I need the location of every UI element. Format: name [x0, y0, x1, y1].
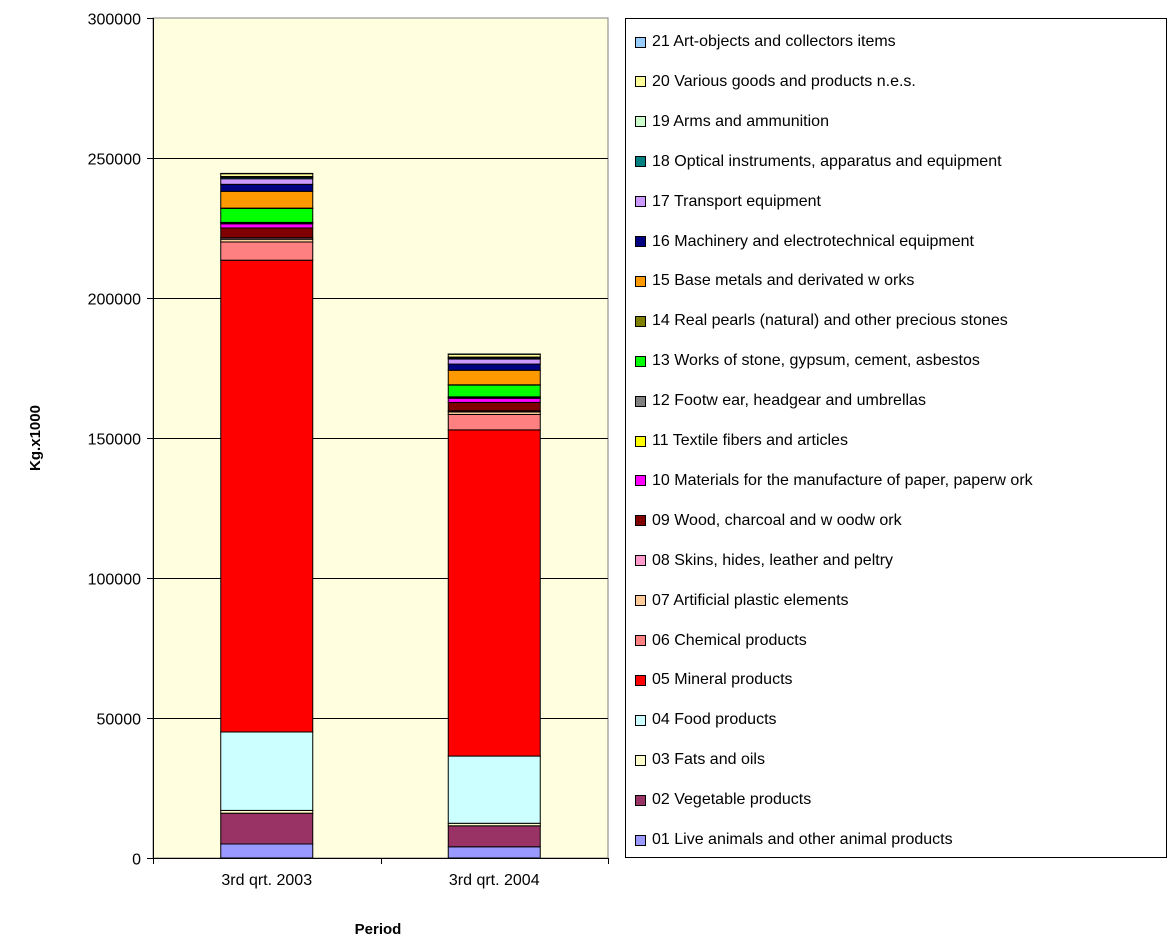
legend-swatch: [635, 835, 646, 846]
legend-item: 15 Base metals and derivated w orks: [635, 271, 914, 291]
legend-item: 17 Transport equipment: [635, 192, 821, 212]
legend-item: 03 Fats and oils: [635, 750, 765, 770]
x-axis-title: Period: [355, 921, 402, 938]
legend-item: 10 Materials for the manufacture of pape…: [635, 471, 1033, 491]
legend-swatch: [635, 196, 646, 207]
y-tick-label: 50000: [97, 712, 142, 729]
legend-swatch: [635, 156, 646, 167]
bar-segment: [448, 398, 540, 402]
legend-item: 16 Machinery and electrotechnical equipm…: [635, 232, 974, 252]
bar-segment: [221, 184, 313, 191]
legend-item: 11 Textile fibers and articles: [635, 431, 848, 451]
bar-segment: [221, 732, 313, 810]
bar-segment: [448, 756, 540, 823]
bar-segment: [221, 179, 313, 185]
y-tick-label: 250000: [88, 152, 141, 169]
bar-segment: [448, 364, 540, 370]
legend-label: 21 Art-objects and collectors items: [652, 33, 896, 51]
legend-swatch: [635, 236, 646, 247]
bar-segment: [448, 385, 540, 397]
legend-item: 18 Optical instruments, apparatus and eq…: [635, 152, 1002, 172]
legend-item: 07 Artificial plastic elements: [635, 591, 849, 611]
legend-item: 20 Various goods and products n.e.s.: [635, 72, 916, 92]
legend-item: 02 Vegetable products: [635, 790, 811, 810]
legend-swatch: [635, 37, 646, 48]
legend-swatch: [635, 715, 646, 726]
legend-label: 15 Base metals and derivated w orks: [652, 272, 914, 290]
legend-label: 02 Vegetable products: [652, 791, 811, 809]
legend-item: 19 Arms and ammunition: [635, 112, 829, 132]
bar-segment: [221, 191, 313, 208]
legend-swatch: [635, 356, 646, 367]
legend-item: 21 Art-objects and collectors items: [635, 32, 896, 52]
legend-label: 20 Various goods and products n.e.s.: [652, 73, 916, 91]
chart-legend: 21 Art-objects and collectors items 20 Va…: [625, 18, 1167, 858]
legend-swatch: [635, 316, 646, 327]
bar-segment: [448, 402, 540, 410]
legend-item: 14 Real pearls (natural) and other preci…: [635, 311, 1008, 331]
legend-label: 10 Materials for the manufacture of pape…: [652, 472, 1033, 490]
y-tick-label: 100000: [88, 572, 141, 589]
legend-label: 13 Works of stone, gypsum, cement, asbes…: [652, 352, 980, 370]
x-tick-label: 3rd qrt. 2003: [221, 872, 312, 889]
x-tick-label: 3rd qrt. 2004: [449, 872, 540, 889]
legend-label: 01 Live animals and other animal product…: [652, 831, 953, 849]
bar-segment: [448, 359, 540, 364]
legend-swatch: [635, 276, 646, 287]
bar-segment: [221, 813, 313, 844]
legend-swatch: [635, 675, 646, 686]
bar-segment: [448, 370, 540, 385]
y-tick-label: 150000: [88, 432, 141, 449]
legend-label: 08 Skins, hides, leather and peltry: [652, 552, 893, 570]
legend-swatch: [635, 515, 646, 526]
legend-label: 11 Textile fibers and articles: [652, 432, 848, 450]
y-tick-label: 0: [132, 852, 141, 869]
legend-label: 16 Machinery and electrotechnical equipm…: [652, 233, 974, 251]
bar-segment: [448, 414, 540, 429]
legend-swatch: [635, 635, 646, 646]
y-axis-title: Kg.x1000: [27, 405, 44, 471]
legend-swatch: [635, 795, 646, 806]
legend-label: 04 Food products: [652, 711, 777, 729]
legend-swatch: [635, 595, 646, 606]
legend-swatch: [635, 475, 646, 486]
bar-segment: [221, 208, 313, 222]
legend-label: 05 Mineral products: [652, 671, 793, 689]
legend-swatch: [635, 76, 646, 87]
legend-item: 08 Skins, hides, leather and peltry: [635, 551, 893, 571]
bar-segment: [448, 430, 540, 756]
legend-swatch: [635, 396, 646, 407]
bar-segment: [221, 224, 313, 228]
legend-item: 12 Footw ear, headgear and umbrellas: [635, 391, 926, 411]
legend-item: 04 Food products: [635, 710, 777, 730]
bar-segment: [221, 260, 313, 732]
legend-label: 12 Footw ear, headgear and umbrellas: [652, 392, 926, 410]
legend-swatch: [635, 436, 646, 447]
legend-item: 09 Wood, charcoal and w oodw ork: [635, 511, 902, 531]
legend-item: 06 Chemical products: [635, 631, 807, 651]
legend-swatch: [635, 116, 646, 127]
legend-label: 14 Real pearls (natural) and other preci…: [652, 312, 1008, 330]
legend-label: 18 Optical instruments, apparatus and eq…: [652, 153, 1002, 171]
bar-segment: [448, 826, 540, 847]
bar-segment: [221, 228, 313, 238]
legend-label: 09 Wood, charcoal and w oodw ork: [652, 512, 902, 530]
legend-label: 07 Artificial plastic elements: [652, 592, 849, 610]
legend-item: 13 Works of stone, gypsum, cement, asbes…: [635, 351, 980, 371]
legend-swatch: [635, 755, 646, 766]
legend-item: 01 Live animals and other animal product…: [635, 830, 953, 850]
y-tick-label: 300000: [88, 12, 141, 29]
bar-segment: [221, 844, 313, 858]
legend-item: 05 Mineral products: [635, 670, 793, 690]
legend-label: 03 Fats and oils: [652, 751, 765, 769]
legend-label: 17 Transport equipment: [652, 193, 821, 211]
bar-segment: [448, 847, 540, 858]
y-tick-label: 200000: [88, 292, 141, 309]
legend-label: 06 Chemical products: [652, 632, 807, 650]
bar-segment: [221, 242, 313, 260]
legend-label: 19 Arms and ammunition: [652, 113, 829, 131]
legend-swatch: [635, 555, 646, 566]
